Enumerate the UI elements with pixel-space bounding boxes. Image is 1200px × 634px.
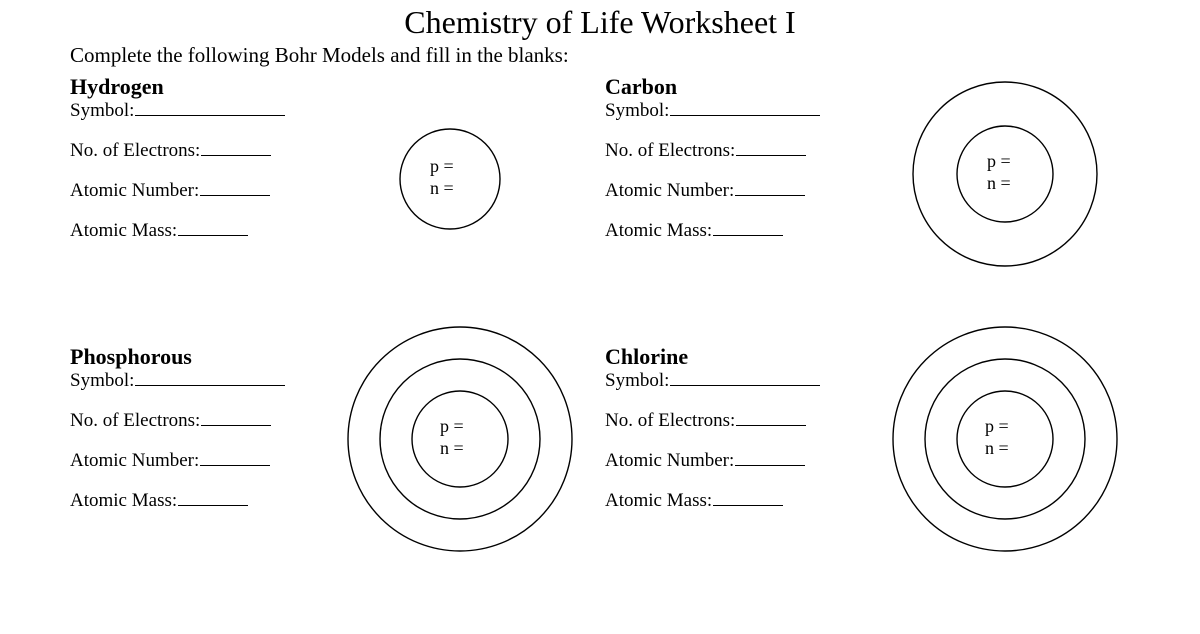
blank-line[interactable] — [201, 138, 271, 156]
element-fields: HydrogenSymbol: No. of Electrons: Atomic N… — [70, 74, 350, 258]
element-cell-hydrogen: HydrogenSymbol: No. of Electrons: Atomic N… — [70, 74, 595, 284]
element-cell-carbon: CarbonSymbol: No. of Electrons: Atomic Num… — [605, 74, 1130, 284]
symbol-row: Symbol: — [605, 368, 885, 392]
field-label: Symbol: — [70, 370, 134, 391]
blank-line[interactable] — [735, 448, 805, 466]
symbol-row: Symbol: — [70, 368, 350, 392]
blank-line[interactable] — [735, 178, 805, 196]
bohr-diagram: p =n = — [350, 344, 595, 554]
protons-label: p = — [440, 416, 464, 436]
field-label: Symbol: — [605, 370, 669, 391]
element-fields: ChlorineSymbol: No. of Electrons: Atomic N… — [605, 344, 885, 528]
blank-line[interactable] — [178, 218, 248, 236]
atomic-number-row: Atomic Number: — [70, 448, 350, 472]
field-label: No. of Electrons: — [70, 410, 200, 431]
field-label: Atomic Number: — [605, 450, 734, 471]
blank-line[interactable] — [201, 408, 271, 426]
electrons-row: No. of Electrons: — [70, 408, 350, 432]
field-label: No. of Electrons: — [605, 410, 735, 431]
field-label: Atomic Number: — [605, 180, 734, 201]
blank-line[interactable] — [178, 488, 248, 506]
field-label: Atomic Mass: — [70, 490, 177, 511]
electrons-row: No. of Electrons: — [70, 138, 350, 162]
field-label: Symbol: — [70, 100, 134, 121]
blank-line[interactable] — [736, 138, 806, 156]
atomic-mass-row: Atomic Mass: — [70, 218, 350, 242]
atomic-number-row: Atomic Number: — [605, 178, 885, 202]
element-name: Phosphorous — [70, 344, 350, 370]
blank-line[interactable] — [736, 408, 806, 426]
blank-line[interactable] — [200, 178, 270, 196]
blank-line[interactable] — [135, 98, 285, 116]
protons-label: p = — [987, 151, 1011, 171]
neutrons-label: n = — [440, 438, 464, 458]
blank-line[interactable] — [670, 368, 820, 386]
field-label: Atomic Number: — [70, 180, 199, 201]
elements-grid: HydrogenSymbol:No. of Electrons:Atomic N… — [70, 74, 1130, 554]
field-label: No. of Electrons: — [70, 140, 200, 161]
blank-line[interactable] — [135, 368, 285, 386]
neutrons-label: n = — [987, 173, 1011, 193]
blank-line[interactable] — [713, 488, 783, 506]
atomic-mass-row: Atomic Mass: — [70, 488, 350, 512]
element-name: Chlorine — [605, 344, 885, 370]
atomic-mass-row: Atomic Mass: — [605, 218, 885, 242]
atomic-mass-row: Atomic Mass: — [605, 488, 885, 512]
field-label: Atomic Mass: — [605, 220, 712, 241]
field-label: Symbol: — [605, 100, 669, 121]
element-name: Carbon — [605, 74, 885, 100]
blank-line[interactable] — [200, 448, 270, 466]
field-label: No. of Electrons: — [605, 140, 735, 161]
blank-line[interactable] — [670, 98, 820, 116]
element-fields: PhosphorousSymbol: No. of Electrons: Atomi… — [70, 344, 350, 528]
electrons-row: No. of Electrons: — [605, 408, 885, 432]
protons-label: p = — [985, 416, 1009, 436]
atomic-number-row: Atomic Number: — [70, 178, 350, 202]
neutrons-label: n = — [985, 438, 1009, 458]
symbol-row: Symbol: — [70, 98, 350, 122]
bohr-diagram: p =n = — [350, 74, 595, 284]
field-label: Atomic Mass: — [605, 490, 712, 511]
symbol-row: Symbol: — [605, 98, 885, 122]
field-label: Atomic Number: — [70, 450, 199, 471]
atomic-number-row: Atomic Number: — [605, 448, 885, 472]
element-cell-chlorine: ChlorineSymbol: No. of Electrons: Atomic N… — [605, 344, 1130, 554]
field-label: Atomic Mass: — [70, 220, 177, 241]
bohr-diagram: p =n = — [885, 74, 1130, 284]
blank-line[interactable] — [713, 218, 783, 236]
element-fields: CarbonSymbol: No. of Electrons: Atomic Num… — [605, 74, 885, 258]
protons-label: p = — [430, 156, 454, 176]
element-cell-phosphorous: PhosphorousSymbol: No. of Electrons: Atomi… — [70, 344, 595, 554]
element-name: Hydrogen — [70, 74, 350, 100]
electrons-row: No. of Electrons: — [605, 138, 885, 162]
bohr-diagram: p =n = — [885, 344, 1130, 554]
worksheet-title: Chemistry of Life Worksheet I — [70, 4, 1130, 41]
neutrons-label: n = — [430, 178, 454, 198]
